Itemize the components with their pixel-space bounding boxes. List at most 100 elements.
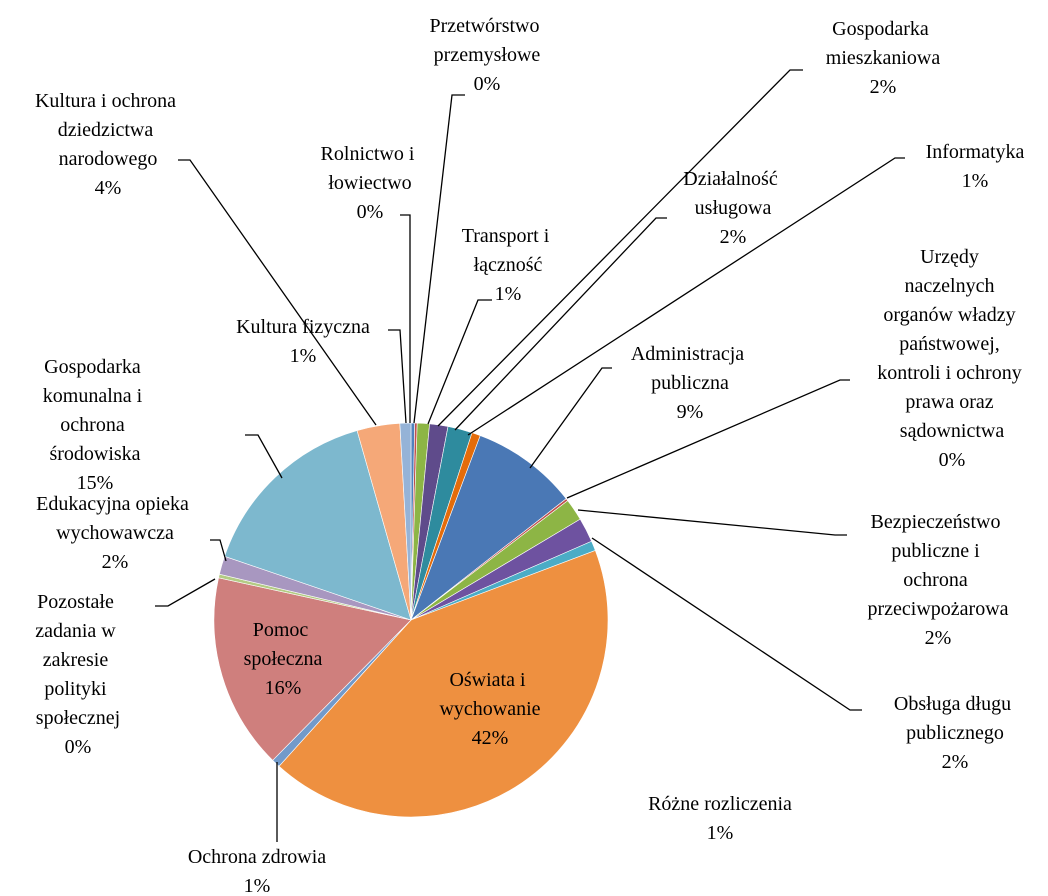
leader-line	[454, 217, 667, 431]
label-line: Kultura i ochrona	[35, 90, 181, 112]
slice-value-label: 4%	[95, 177, 122, 199]
pie-slice	[278, 550, 609, 818]
leader-line	[577, 509, 847, 536]
leader-line	[245, 434, 283, 479]
slice-label: Gospodarka komunalna i ochrona środowisk…	[43, 356, 147, 465]
label-line: ochrona	[60, 414, 129, 436]
slice-value-label: 15%	[77, 472, 114, 494]
slice-label: Kultura i ochrona dziedzictwa narodowego	[35, 90, 181, 170]
label-line: łowiectwo	[328, 172, 411, 194]
pie-slice	[213, 577, 412, 761]
slice-value-label: 16%	[265, 677, 302, 699]
label-line: Gospodarka	[832, 18, 934, 40]
slice-value-label: 2%	[925, 627, 952, 649]
label-line: Obsługa długu	[894, 693, 1016, 715]
label-line: Administracja	[631, 343, 749, 365]
label-line: Przetwórstwo	[430, 15, 545, 37]
slice-value-label: 2%	[102, 551, 129, 573]
pie-slice	[399, 422, 412, 621]
label-line: sądownictwa	[900, 420, 1005, 442]
slice-label: Pomoc społeczna	[244, 619, 323, 670]
slice-value-label: 0%	[474, 73, 501, 95]
label-line: mieszkaniowa	[826, 47, 941, 69]
label-line: społeczna	[244, 648, 323, 670]
label-line: narodowego	[59, 148, 158, 170]
slice-value-label: 1%	[244, 875, 271, 896]
label-line: środowiska	[49, 443, 140, 465]
slice-label: Ochrona zdrowia	[188, 846, 326, 868]
slice-value-label: 1%	[962, 170, 989, 192]
label-line: Różne rozliczenia	[648, 793, 792, 815]
label-line: zakresie	[43, 649, 114, 671]
slice-label: Przetwórstwo przemysłowe	[430, 15, 545, 66]
leader-line	[388, 329, 407, 424]
slice-value-label: 1%	[290, 345, 317, 367]
label-line: przeciwpożarowa	[867, 598, 1008, 620]
label-line: Transport i	[462, 225, 555, 247]
label-line: komunalna i	[43, 385, 147, 407]
slice-value-label: 2%	[870, 76, 897, 98]
slice-label: Transport i łączność	[462, 225, 555, 276]
slice-label: Różne rozliczenia	[648, 793, 792, 815]
pie-slice	[224, 430, 412, 621]
label-line: publiczna	[651, 372, 729, 394]
label-line: polityki	[44, 678, 111, 700]
leader-line	[210, 539, 227, 562]
label-line: publiczne i	[891, 540, 984, 562]
slice-label: Rolnictwo i łowiectwo	[321, 143, 420, 194]
label-line: wychowawcza	[56, 522, 174, 544]
label-line: Edukacyjna opieka	[36, 493, 194, 515]
slice-value-label: 9%	[677, 401, 704, 423]
label-line: Ochrona zdrowia	[188, 846, 326, 868]
label-line: naczelnych	[905, 275, 1000, 297]
label-line: łączność	[474, 254, 543, 276]
pie-slice	[410, 435, 567, 621]
slice-value-label: 0%	[65, 736, 92, 758]
label-line: Bezpieczeństwo	[871, 511, 1006, 533]
slice-value-label: 1%	[495, 283, 522, 305]
label-line: kontroli i ochrony	[877, 362, 1026, 384]
slice-label: Obsługa długu publicznego	[894, 693, 1016, 744]
slice-label: Informatyka	[926, 141, 1025, 163]
label-line: Informatyka	[926, 141, 1025, 163]
leader-line	[591, 537, 862, 711]
label-line: usługowa	[695, 197, 772, 219]
slice-label: Działalność usługowa	[683, 168, 782, 219]
label-line: wychowanie	[439, 698, 540, 720]
leader-line	[427, 299, 492, 425]
leader-line	[178, 159, 377, 426]
slice-label: Gospodarka mieszkaniowa	[826, 18, 941, 69]
label-line: społecznej	[36, 707, 120, 729]
leader-line	[413, 94, 465, 424]
label-line: dziedzictwa	[58, 119, 159, 141]
slice-label: Oświata i wychowanie	[439, 669, 540, 720]
slice-label: Kultura fizyczna	[236, 316, 370, 338]
label-line: Pomoc	[253, 619, 314, 641]
leader-line	[467, 157, 905, 436]
label-line: Urzędy	[920, 246, 984, 268]
slice-value-label: 2%	[942, 751, 969, 773]
label-line: przemysłowe	[434, 44, 541, 66]
slice-label: Edukacyjna opieka wychowawcza	[36, 493, 194, 544]
slice-label: Administracja publiczna	[631, 343, 749, 394]
label-line: Oświata i	[449, 669, 530, 691]
label-line: Pozostałe	[37, 591, 119, 613]
label-line: Rolnictwo i	[321, 143, 420, 165]
label-line: organów władzy	[883, 304, 1020, 326]
slice-value-label: 2%	[720, 226, 747, 248]
leader-line	[437, 69, 803, 427]
leader-line	[400, 214, 411, 423]
leader-line	[529, 367, 612, 469]
label-line: Działalność	[683, 168, 782, 190]
slice-value-label: 42%	[472, 727, 509, 749]
label-line: zadania w	[35, 620, 121, 642]
slice-value-label: 0%	[357, 201, 384, 223]
slice-value-label: 0%	[939, 449, 966, 471]
label-line: Gospodarka	[44, 356, 146, 378]
leader-line	[155, 578, 216, 607]
label-line: prawa oraz	[905, 391, 998, 413]
slice-label: Pozostałe zadania w zakresie polityki sp…	[35, 591, 121, 729]
slice-value-label: 1%	[707, 822, 734, 844]
leader-line	[566, 379, 850, 499]
